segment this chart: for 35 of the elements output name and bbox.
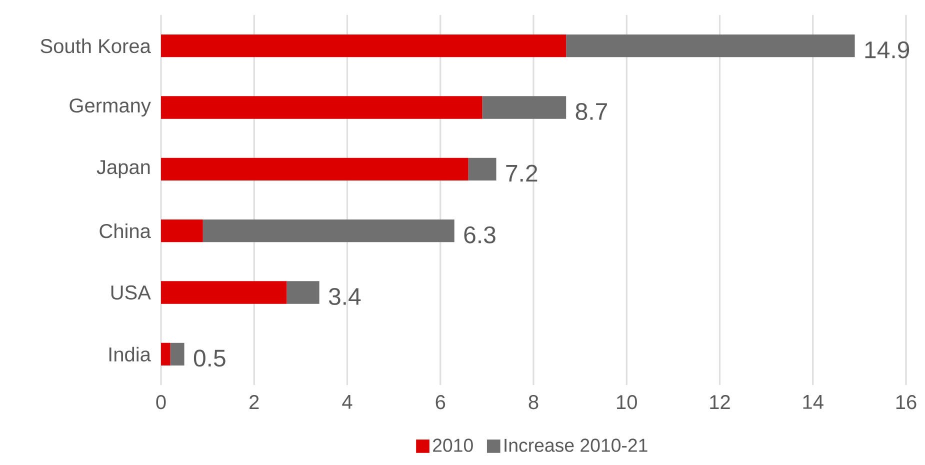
total-label: 14.9 xyxy=(865,41,910,58)
bar xyxy=(161,96,482,119)
bar xyxy=(161,220,203,242)
bar xyxy=(161,158,468,180)
y-tick-label: USA xyxy=(111,285,151,300)
y-tick-label: Germany xyxy=(70,98,151,117)
x-tick-label: 14 xyxy=(803,395,824,409)
bar xyxy=(566,34,855,58)
x-tick-label: 2 xyxy=(250,395,259,410)
total-label: 6.3 xyxy=(464,226,496,244)
bar xyxy=(482,96,566,119)
bar xyxy=(468,158,496,180)
total-label: 8.7 xyxy=(576,102,607,120)
bar xyxy=(170,342,184,366)
bar xyxy=(161,281,287,304)
x-tick-label: 6 xyxy=(436,395,446,410)
y-tick-label: Japan xyxy=(96,160,150,178)
x-tick-label: 16 xyxy=(896,395,916,410)
x-tick-label: 4 xyxy=(342,395,352,409)
bar xyxy=(286,281,320,304)
x-tick-label: 10 xyxy=(617,395,637,410)
y-tick-label: China xyxy=(100,223,151,238)
x-tick-label: 12 xyxy=(710,395,730,410)
x-tick-label: 0 xyxy=(156,395,166,410)
bar xyxy=(161,342,170,366)
total-label: 3.4 xyxy=(328,288,361,305)
bar xyxy=(161,34,566,58)
legend-label: 2010 xyxy=(433,438,473,452)
total-label: 7.2 xyxy=(506,164,538,182)
y-tick-label: South Korea xyxy=(40,38,151,54)
bar xyxy=(202,220,454,242)
y-tick-label: India xyxy=(109,346,151,362)
legend-label: Increase 2010-21 xyxy=(504,438,648,452)
x-tick-label: 8 xyxy=(528,395,538,410)
total-label: 0.5 xyxy=(194,350,226,367)
